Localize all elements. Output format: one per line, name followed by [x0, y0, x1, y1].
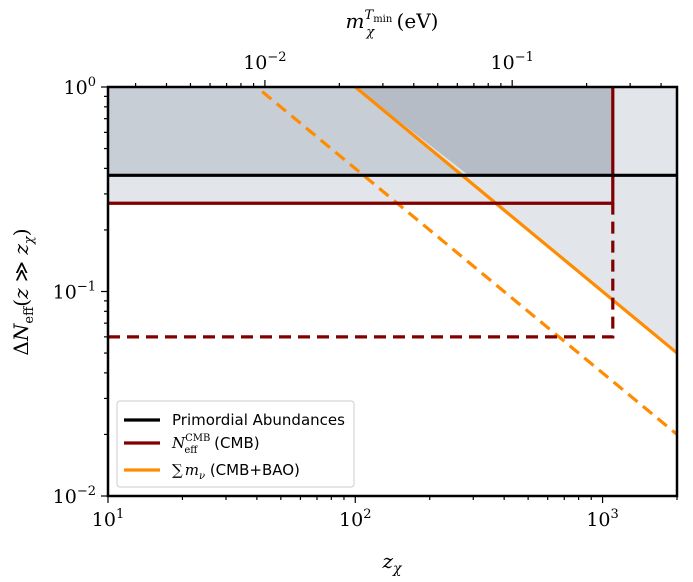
shaded-regions	[108, 87, 677, 354]
y-tick-label: 10−1	[53, 280, 96, 304]
top-tick-label: 10−2	[243, 50, 286, 74]
x-axis-label: zχ	[381, 549, 403, 577]
shaded-region-3	[355, 87, 613, 176]
y-tick-label: 100	[64, 75, 96, 99]
x-tick-label: 103	[586, 507, 618, 531]
series-line-2	[108, 203, 615, 339]
y-tick-label: 10−2	[53, 484, 96, 508]
legend-label: NCMB eff (CMB)	[171, 433, 260, 456]
legend-label: Primordial Abundances	[172, 411, 345, 429]
top-tick-label: 10−1	[491, 50, 534, 74]
series-line-3	[354, 87, 677, 355]
y-axis-label: ΔNeff(z ≫ zχ)	[9, 228, 37, 355]
legend-box	[116, 400, 355, 488]
legend-label: ∑ mν (CMB+BAO)	[172, 461, 300, 482]
top-axis-label: mTmin χ (eV)	[346, 8, 439, 40]
series-lines	[108, 87, 677, 436]
series-line-4	[261, 90, 677, 436]
x-tick-label: 102	[339, 507, 371, 531]
legend: Primordial Abundances NCMB eff (CMB) ∑ mν (C…	[116, 400, 355, 488]
axis-ticks: 101 102 103 10−2 10−1 100 10−2 10−1	[53, 50, 678, 531]
x-tick-label: 101	[92, 507, 124, 531]
